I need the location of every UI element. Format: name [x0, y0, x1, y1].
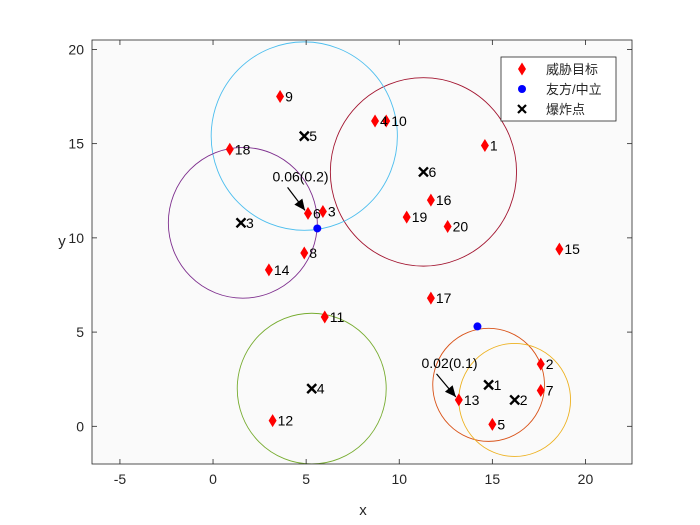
threat-target-label: 12 — [278, 413, 294, 429]
threat-target-label: 9 — [285, 89, 293, 105]
range-circle-1 — [329, 77, 518, 267]
annotations: 0.06(0.2) 0.02(0.1) — [273, 168, 478, 398]
threat-target-label: 17 — [436, 290, 452, 306]
threat-target-label: 7 — [546, 383, 554, 399]
threat-target-label: 6 — [313, 205, 321, 221]
x-tick-label: 0 — [209, 471, 217, 487]
blast-point-label: 3 — [246, 215, 254, 231]
threat-target-label: 5 — [497, 416, 505, 432]
y-tick-label: 0 — [76, 418, 84, 434]
threat-target-label: 1 — [490, 138, 498, 154]
threat-target-marker — [304, 206, 312, 220]
plot-frame — [91, 39, 633, 465]
blast-point-label: 4 — [317, 381, 325, 397]
blast-point-marker — [235, 217, 247, 229]
friendly-neutral-marker — [313, 224, 322, 233]
threat-target-label: 10 — [391, 113, 407, 129]
x-tick-label: 20 — [578, 471, 594, 487]
threat-target-marker — [268, 414, 277, 428]
blast-point-label: 6 — [428, 164, 436, 180]
threat-target-marker — [488, 417, 497, 431]
legend-entry-blast: 爆炸点 — [546, 102, 585, 117]
range-circle-4 — [236, 312, 387, 464]
blast-point-label: 2 — [520, 392, 528, 408]
threat-target-marker — [480, 139, 489, 153]
legend: 威胁目标 友方/中立 爆炸点 — [500, 56, 617, 122]
y-tick-label: 10 — [68, 230, 84, 246]
threat-target-marker — [318, 204, 327, 218]
blast-point-marker — [298, 130, 310, 142]
annotation-text-2: 0.02(0.1) — [421, 355, 477, 371]
data-points — [225, 90, 564, 431]
y-axis-label: y — [58, 233, 66, 250]
threat-target-label: 3 — [328, 203, 336, 219]
threat-target-label: 15 — [564, 241, 580, 257]
threat-target-marker — [320, 310, 329, 324]
threat-target-label: 8 — [309, 245, 317, 261]
x-tick-label: 5 — [302, 471, 310, 487]
blast-point-label: 5 — [309, 128, 317, 144]
blast-point-marker — [418, 166, 429, 178]
annotation-text-1: 0.06(0.2) — [273, 168, 329, 184]
x-tick-label: -5 — [114, 471, 127, 487]
threat-target-marker — [264, 263, 273, 277]
x-tick-label: 15 — [485, 471, 501, 487]
threat-target-marker — [371, 114, 380, 128]
blast-point-marker — [306, 383, 318, 394]
threat-target-marker — [454, 393, 463, 407]
y-tick-label: 20 — [68, 41, 84, 57]
threat-target-marker — [426, 291, 435, 305]
legend-entry-threat: 威胁目标 — [546, 62, 598, 77]
legend-entry-friendly: 友方/中立 — [546, 82, 602, 97]
annotation-arrowhead-1 — [294, 198, 305, 211]
threat-target-marker — [382, 114, 391, 128]
friendly-neutral-marker — [473, 322, 482, 331]
legend-diamond-marker — [518, 62, 526, 76]
blast-point-label: 1 — [494, 377, 502, 393]
blast-point-marker — [483, 379, 494, 391]
threat-target-label: 14 — [274, 262, 290, 278]
threat-target-label: 16 — [436, 192, 452, 208]
range-circle-3 — [167, 146, 318, 299]
threat-target-marker — [225, 142, 234, 156]
threat-target-label: 20 — [453, 219, 469, 235]
threat-target-marker — [300, 246, 309, 260]
blast-point-marker — [509, 394, 521, 406]
threat-target-label: 11 — [330, 309, 345, 325]
annotation-arrowhead-2 — [444, 385, 456, 397]
threat-target-marker — [443, 220, 452, 234]
legend-x-marker — [517, 104, 527, 114]
threat-target-label: 19 — [412, 209, 428, 225]
x-tick-label: 10 — [391, 471, 407, 487]
threat-target-label: 18 — [235, 141, 251, 157]
threat-target-marker — [536, 357, 545, 371]
y-tick-label: 15 — [68, 136, 84, 152]
threat-target-label: 2 — [546, 356, 554, 372]
range-circle-5 — [432, 327, 545, 442]
threat-target-label: 13 — [464, 392, 480, 408]
threat-target-marker — [536, 384, 545, 398]
threat-target-marker — [426, 193, 435, 207]
legend-circle-marker — [518, 85, 526, 93]
threat-target-marker — [276, 90, 285, 104]
x-axis-label: x — [359, 502, 367, 519]
threat-target-marker — [555, 242, 564, 256]
threat-target-marker — [402, 210, 411, 224]
range-circle-2 — [210, 41, 398, 231]
y-tick-label: 5 — [76, 324, 84, 340]
threat-target-label: 4 — [380, 113, 388, 129]
